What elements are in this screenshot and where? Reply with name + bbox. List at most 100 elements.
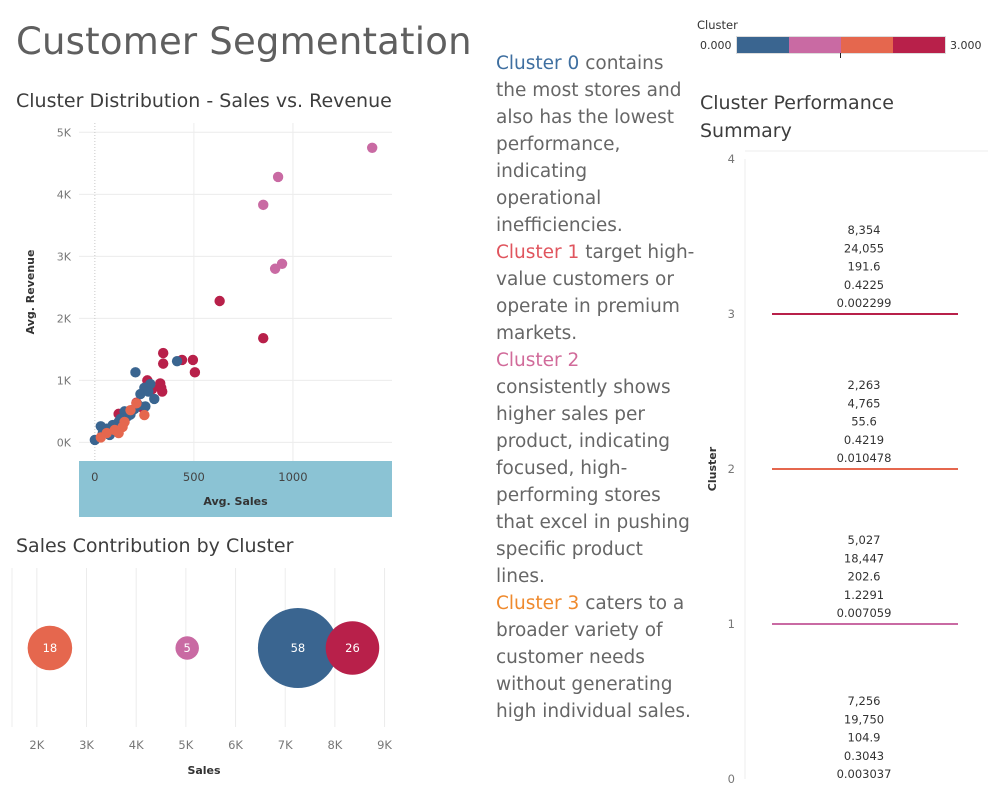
x-tick-label: 2K [29, 738, 44, 752]
bubble-count-label: 58 [291, 641, 306, 655]
summary-value-cluster-0: 0.003037 [837, 767, 892, 781]
narrative-cluster-0: Cluster 0 contains the most stores and a… [496, 50, 696, 239]
y-tick-label: 2K [57, 312, 72, 325]
y-tick-label: 0K [57, 436, 72, 449]
summary-value-cluster-0: 0.3043 [844, 749, 884, 763]
summary-value-cluster-3: 191.6 [848, 260, 881, 274]
legend-swatch-cluster-0 [737, 37, 789, 53]
scatter-point-cluster-3 [214, 295, 225, 307]
x-tick-label: 4K [129, 738, 144, 752]
y-tick-label: 4K [57, 188, 72, 201]
scatter-point-cluster-0 [130, 367, 141, 378]
narrative-cluster-name: Cluster 0 [496, 53, 580, 74]
x-axis-label: Sales [187, 764, 221, 777]
x-tick-label: 500 [183, 470, 205, 484]
summary-value-cluster-1: 1.2291 [844, 588, 884, 602]
scatter-point-cluster-3 [157, 358, 169, 369]
summary-value-cluster-1: 202.6 [848, 570, 881, 584]
scatter-chart-title: Cluster Distribution - Sales vs. Revenue [16, 90, 392, 112]
x-axis-label: Avg. Sales [203, 495, 268, 508]
legend-swatch-cluster-1 [789, 37, 841, 53]
y-tick-label: 3 [728, 307, 735, 321]
summary-value-cluster-3: 24,055 [844, 241, 884, 255]
narrative-cluster-text: contains the most stores and also has th… [496, 53, 682, 236]
narrative-cluster-2: Cluster 2 consistently shows higher sale… [496, 347, 696, 590]
scatter-point-cluster-2 [125, 404, 136, 416]
scatter-point-cluster-0 [171, 355, 183, 367]
summary-value-cluster-2: 2,263 [848, 378, 881, 392]
narrative-cluster-1: Cluster 1 target high-value customers or… [496, 239, 696, 347]
summary-value-cluster-2: 4,765 [848, 396, 881, 410]
legend-max-label: 3.000 [950, 39, 982, 52]
bubble-cluster-1 [175, 636, 199, 660]
legend-swatch-cluster-2 [841, 37, 893, 53]
y-tick-label: 1 [728, 617, 735, 631]
y-axis-label: Avg. Revenue [24, 250, 37, 335]
narrative-cluster-name: Cluster 3 [496, 593, 580, 614]
bubble-cluster-3 [325, 621, 380, 675]
scatter-point-cluster-2 [113, 427, 124, 439]
x-tick-label: 9K [377, 738, 392, 752]
narrative-cluster-3: Cluster 3 caters to a broader variety of… [496, 590, 696, 725]
scatter-point-cluster-2 [139, 409, 150, 421]
y-tick-label: 0 [728, 772, 735, 786]
legend-min-label: 0.000 [700, 39, 732, 52]
y-axis-label: Cluster [706, 446, 719, 491]
x-axis-band [79, 461, 392, 517]
y-tick-label: 4 [728, 152, 735, 166]
narrative-cluster-name: Cluster 1 [496, 242, 580, 263]
legend-title: Cluster [697, 18, 738, 32]
x-tick-label: 5K [178, 738, 193, 752]
bubble-count-label: 26 [345, 641, 360, 655]
scatter-point-cluster-1 [272, 171, 284, 183]
scatter-point-cluster-0 [143, 386, 154, 397]
bubble-count-label: 5 [184, 641, 191, 655]
bubble-chart-title: Sales Contribution by Cluster [16, 535, 294, 557]
scatter-point-cluster-0 [149, 393, 160, 405]
bubble-chart[interactable]: 2K 3K 4K 5K 6K 7K 8K 9K Sales 18 5 58 26 [0, 560, 400, 790]
bubble-count-label: 18 [43, 641, 58, 655]
summary-value-cluster-3: 0.4225 [844, 278, 884, 292]
y-tick-label: 5K [57, 126, 72, 139]
scatter-chart[interactable]: 0K 1K 2K 3K 4K 5K 0 500 1000 Avg. Sales Avg. Reven… [0, 115, 400, 525]
cluster-color-legend[interactable] [736, 36, 946, 54]
x-tick-label: 0 [91, 470, 98, 484]
x-tick-label: 3K [79, 738, 94, 752]
narrative-cluster-name: Cluster 2 [496, 350, 580, 371]
summary-value-cluster-2: 55.6 [851, 415, 877, 429]
summary-value-cluster-2: 0.4219 [844, 433, 884, 447]
x-tick-label: 8K [327, 738, 342, 752]
scatter-point-cluster-3 [258, 333, 269, 344]
scatter-point-cluster-1 [366, 142, 378, 154]
summary-value-cluster-1: 18,447 [844, 551, 884, 565]
y-tick-label: 3K [57, 250, 72, 263]
summary-value-cluster-1: 0.007059 [837, 606, 892, 620]
x-tick-label: 1000 [278, 470, 307, 484]
bubble-cluster-0 [257, 608, 338, 688]
summary-value-cluster-2: 0.010478 [837, 451, 892, 465]
bubble-cluster-2 [27, 625, 73, 671]
summary-table-chart[interactable]: 0 1 2 3 4 Cluster 8,354 24,055 191.6 0.4225 0.0022… [700, 145, 999, 795]
summary-chart-title: Cluster Performance Summary [700, 92, 894, 142]
scatter-point-cluster-3 [157, 347, 169, 359]
scatter-point-cluster-2 [95, 432, 106, 443]
y-tick-label: 2 [728, 462, 735, 476]
scatter-point-cluster-1 [269, 263, 281, 274]
x-tick-label: 7K [278, 738, 293, 752]
scatter-point-cluster-3 [189, 367, 201, 378]
x-tick-label: 6K [228, 738, 243, 752]
summary-value-cluster-0: 7,256 [848, 694, 881, 708]
legend-swatch-cluster-3 [893, 37, 945, 53]
summary-value-cluster-1: 5,027 [848, 533, 881, 547]
summary-value-cluster-3: 8,354 [848, 223, 881, 237]
cluster-narrative: Cluster 0 contains the most stores and a… [496, 50, 696, 725]
narrative-cluster-text: consistently shows higher sales per prod… [496, 377, 690, 587]
scatter-point-cluster-2 [131, 398, 142, 409]
summary-value-cluster-3: 0.002299 [837, 296, 892, 310]
y-tick-label: 1K [57, 374, 72, 387]
page-title: Customer Segmentation [16, 20, 472, 63]
scatter-point-cluster-0 [135, 388, 146, 400]
narrative-cluster-text: caters to a broader variety of customer … [496, 593, 691, 722]
legend-marker [840, 53, 841, 58]
summary-value-cluster-0: 104.9 [848, 731, 881, 745]
